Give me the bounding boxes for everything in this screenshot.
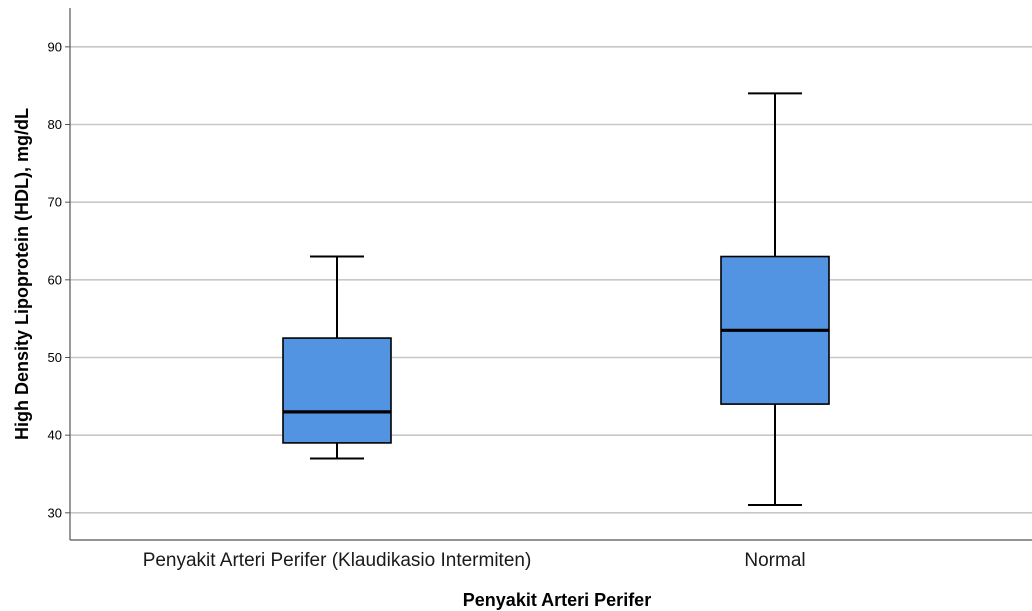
boxes	[282, 92, 830, 507]
box-group-2	[720, 92, 830, 507]
x-axis-title: Penyakit Arteri Perifer	[463, 590, 651, 610]
x-category-label-2: Normal	[744, 550, 805, 571]
y-tick-labels: 30 40 50 60 70 80 90	[48, 39, 70, 520]
x-category-label-1: Penyakit Arteri Perifer (Klaudikasio Int…	[143, 550, 532, 571]
y-tick-label-30: 30	[48, 505, 62, 520]
y-tick-label-70: 70	[48, 195, 62, 210]
iqr-box	[282, 337, 392, 444]
axes	[69, 8, 1032, 541]
x-category-labels: Penyakit Arteri Perifer (Klaudikasio Int…	[143, 550, 806, 571]
y-tick-label-40: 40	[48, 428, 62, 443]
gridlines	[70, 46, 1032, 514]
box-group-1	[282, 255, 392, 460]
y-axis-title: High Density Lipoprotein (HDL), mg/dL	[12, 108, 32, 440]
y-tick-label-90: 90	[48, 39, 62, 54]
y-tick-label-80: 80	[48, 117, 62, 132]
y-tick-label-50: 50	[48, 350, 62, 365]
y-tick-label-60: 60	[48, 272, 62, 287]
